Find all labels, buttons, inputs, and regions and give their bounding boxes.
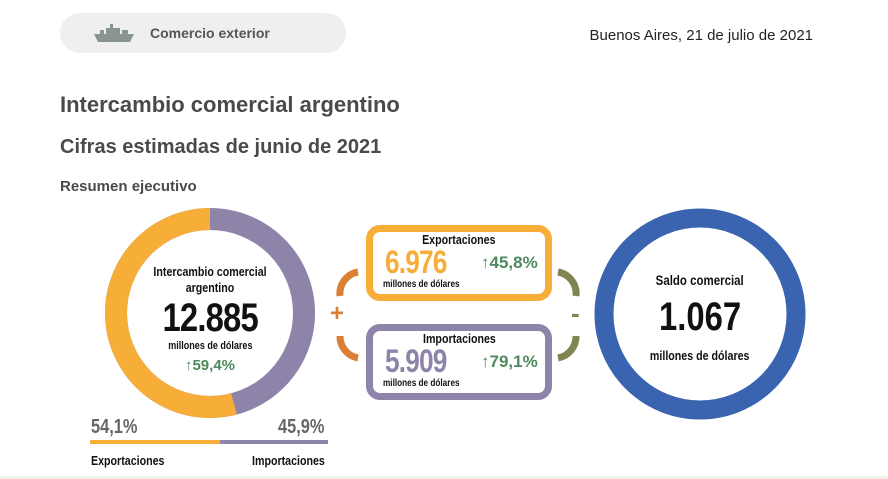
saldo-ring (594, 208, 806, 420)
import-share-label: 45,9% (278, 416, 325, 438)
ship-icon (94, 24, 134, 42)
importaciones-card: Importaciones 5.909 millones de dólares … (366, 324, 552, 400)
plus-bracket-bottom (336, 335, 359, 362)
plus-sign: + (330, 300, 345, 327)
exportaciones-label: Exportaciones (422, 232, 496, 247)
bottom-band (0, 476, 888, 479)
intercambio-center: Intercambio comercial argentino 12.885 m… (140, 264, 280, 380)
intercambio-change: 59,4% (192, 357, 236, 374)
intercambio-label: Intercambio comercial argentino (153, 264, 267, 295)
saldo-unit: millones de dólares (650, 348, 750, 363)
export-share-bar (90, 440, 220, 444)
minus-bracket-top (557, 268, 580, 297)
section-label: Comercio exterior (150, 25, 270, 41)
intercambio-value: 12.885 (162, 296, 258, 340)
import-share-bar (220, 440, 328, 444)
arrow-up-icon: ↑ (184, 357, 193, 374)
importaciones-unit: millones de dólares (383, 378, 460, 389)
intercambio-unit: millones de dólares (167, 340, 253, 352)
importaciones-change: 79,1% (489, 352, 538, 371)
saldo-value: 1.067 (658, 295, 742, 339)
plus-bracket-top (336, 268, 359, 297)
importaciones-label: Importaciones (422, 331, 496, 346)
saldo-center: Saldo comercial 1.067 millones de dólare… (620, 272, 780, 367)
page-subtitle: Cifras estimadas de junio de 2021 (60, 136, 382, 158)
exportaciones-change: 45,8% (489, 253, 538, 272)
importaciones-value: 5.909 (385, 343, 447, 379)
minus-sign: - (571, 298, 580, 328)
exportaciones-unit: millones de dólares (383, 279, 460, 290)
minus-bracket-bottom (557, 335, 580, 362)
arrow-up-icon: ↑ (481, 352, 490, 371)
exportaciones-card: Exportaciones 6.976 millones de dólares … (366, 225, 552, 301)
section-title: Resumen ejecutivo (60, 178, 197, 195)
exportaciones-value: 6.976 (385, 244, 447, 280)
saldo-label: Saldo comercial (655, 272, 745, 288)
page-title: Intercambio comercial argentino (60, 92, 400, 117)
export-legend-label: Exportaciones (91, 453, 165, 468)
import-legend-label: Importaciones (252, 453, 325, 468)
export-share-label: 54,1% (91, 416, 138, 438)
arrow-up-icon: ↑ (481, 253, 490, 272)
donut-export-slice (105, 208, 315, 418)
date: Buenos Aires, 21 de julio de 2021 (589, 27, 814, 44)
